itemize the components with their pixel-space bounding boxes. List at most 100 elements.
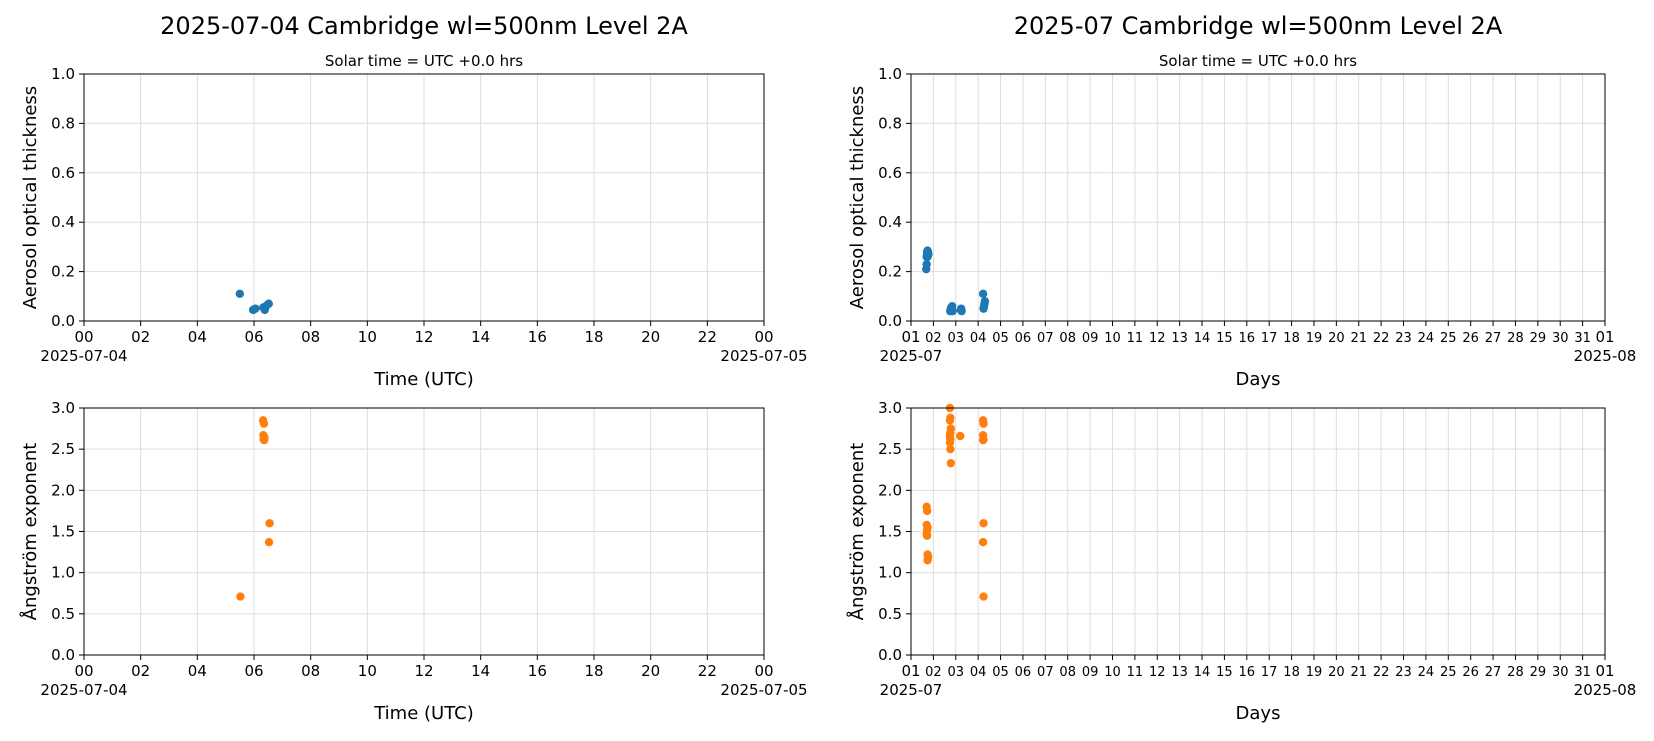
y-axis-label: Aerosol optical thickness bbox=[20, 86, 41, 309]
x-tick-label: 13 bbox=[1171, 331, 1188, 346]
x-tick-label: 15 bbox=[1216, 665, 1233, 680]
data-point bbox=[251, 304, 260, 313]
x-tick-label: 04 bbox=[970, 665, 987, 680]
x-tick-label: 01 bbox=[901, 662, 920, 680]
y-tick-label: 0.2 bbox=[878, 263, 902, 281]
x-tick-label: 27 bbox=[1485, 331, 1502, 346]
data-point bbox=[264, 538, 274, 547]
x-tick-label: 14 bbox=[471, 662, 490, 680]
data-point bbox=[956, 431, 965, 441]
x-tick-label: 02 bbox=[131, 662, 150, 680]
x-tick-label: 08 bbox=[1059, 665, 1076, 680]
x-tick-label: 24 bbox=[1418, 665, 1435, 680]
data-point bbox=[235, 289, 245, 299]
x-tick-label: 20 bbox=[641, 328, 660, 346]
x-tick-label: 01 bbox=[1595, 328, 1614, 346]
data-point bbox=[922, 531, 932, 540]
x-tick-label: 09 bbox=[1082, 331, 1099, 346]
y-tick-label: 0.8 bbox=[878, 114, 902, 132]
y-tick-label: 0.5 bbox=[878, 605, 902, 623]
data-point bbox=[945, 416, 955, 425]
x-start-date-label: 2025-07-04 bbox=[40, 681, 127, 699]
data-point bbox=[945, 430, 955, 439]
x-tick-label: 29 bbox=[1530, 665, 1547, 680]
x-tick-label: 00 bbox=[754, 328, 773, 346]
x-end-date-label: 2025-08 bbox=[1574, 681, 1637, 699]
x-start-date-label: 2025-07 bbox=[880, 681, 943, 699]
chart-title: 2025-07 Cambridge wl=500nm Level 2A bbox=[1014, 12, 1503, 40]
x-tick-label: 20 bbox=[1328, 331, 1345, 346]
x-tick-label: 18 bbox=[1283, 331, 1300, 346]
x-tick-label: 01 bbox=[1595, 662, 1614, 680]
x-tick-label: 26 bbox=[1462, 665, 1479, 680]
x-tick-label: 02 bbox=[925, 331, 942, 346]
x-tick-label: 18 bbox=[584, 662, 603, 680]
x-tick-label: 27 bbox=[1485, 665, 1502, 680]
y-tick-label: 3.0 bbox=[51, 399, 75, 417]
data-point bbox=[978, 289, 988, 299]
x-axis-label: Time (UTC) bbox=[373, 703, 474, 724]
x-tick-label: 05 bbox=[992, 331, 1009, 346]
data-point bbox=[923, 552, 933, 561]
data-point bbox=[259, 435, 268, 444]
x-tick-label: 06 bbox=[1015, 331, 1032, 346]
data-point bbox=[978, 538, 988, 547]
x-tick-label: 12 bbox=[414, 662, 433, 680]
y-tick-label: 1.5 bbox=[878, 523, 902, 541]
x-tick-label: 09 bbox=[1082, 665, 1099, 680]
data-point bbox=[922, 506, 932, 516]
y-tick-label: 0.6 bbox=[878, 164, 902, 182]
y-axis-label: Ångström exponent bbox=[19, 443, 41, 621]
x-tick-label: 16 bbox=[528, 662, 547, 680]
y-tick-label: 0.0 bbox=[51, 646, 75, 664]
x-tick-label: 10 bbox=[1104, 331, 1121, 346]
data-point bbox=[979, 592, 988, 601]
data-point bbox=[924, 250, 933, 259]
x-tick-label: 10 bbox=[1104, 665, 1121, 680]
x-tick-label: 28 bbox=[1507, 331, 1524, 346]
y-tick-label: 1.0 bbox=[878, 564, 902, 582]
x-end-date-label: 2025-08 bbox=[1574, 347, 1637, 365]
x-tick-label: 25 bbox=[1440, 665, 1457, 680]
x-tick-label: 12 bbox=[414, 328, 433, 346]
x-tick-label: 07 bbox=[1037, 331, 1054, 346]
y-axis-label: Ångström exponent bbox=[846, 443, 868, 621]
x-tick-label: 16 bbox=[1239, 331, 1256, 346]
x-tick-label: 06 bbox=[244, 328, 263, 346]
x-tick-label: 24 bbox=[1418, 331, 1435, 346]
y-tick-label: 0.4 bbox=[51, 213, 75, 231]
x-tick-label: 13 bbox=[1171, 665, 1188, 680]
y-tick-label: 0.8 bbox=[51, 114, 75, 132]
x-start-date-label: 2025-07 bbox=[880, 347, 943, 365]
chart-p4: 01 02 03 04 05 06 07 08 09 10 11 12 13 14 15 16 17 18 19 20… bbox=[846, 399, 1636, 724]
x-tick-label: 23 bbox=[1395, 331, 1412, 346]
x-tick-label: 00 bbox=[74, 328, 93, 346]
data-point bbox=[979, 419, 988, 428]
chart-subtitle: Solar time = UTC +0.0 hrs bbox=[325, 52, 523, 70]
x-tick-label: 26 bbox=[1462, 331, 1479, 346]
x-tick-label: 10 bbox=[358, 662, 377, 680]
x-tick-label: 29 bbox=[1530, 331, 1547, 346]
x-tick-label: 19 bbox=[1306, 331, 1323, 346]
x-tick-label: 30 bbox=[1552, 665, 1569, 680]
x-tick-label: 02 bbox=[925, 665, 942, 680]
x-tick-label: 06 bbox=[244, 662, 263, 680]
x-tick-label: 15 bbox=[1216, 331, 1233, 346]
x-tick-label: 05 bbox=[992, 665, 1009, 680]
x-tick-label: 21 bbox=[1350, 665, 1367, 680]
x-tick-label: 31 bbox=[1574, 665, 1591, 680]
x-tick-label: 14 bbox=[471, 328, 490, 346]
x-tick-label: 28 bbox=[1507, 665, 1524, 680]
data-point bbox=[946, 444, 955, 454]
x-tick-label: 02 bbox=[131, 328, 150, 346]
y-tick-label: 1.0 bbox=[51, 65, 75, 83]
x-tick-label: 21 bbox=[1350, 331, 1367, 346]
data-point bbox=[980, 297, 990, 306]
x-tick-label: 11 bbox=[1127, 331, 1144, 346]
x-tick-label: 17 bbox=[1261, 331, 1278, 346]
y-tick-label: 2.5 bbox=[878, 440, 902, 458]
x-tick-label: 08 bbox=[301, 328, 320, 346]
x-tick-label: 08 bbox=[1059, 331, 1076, 346]
y-tick-label: 1.0 bbox=[878, 65, 902, 83]
